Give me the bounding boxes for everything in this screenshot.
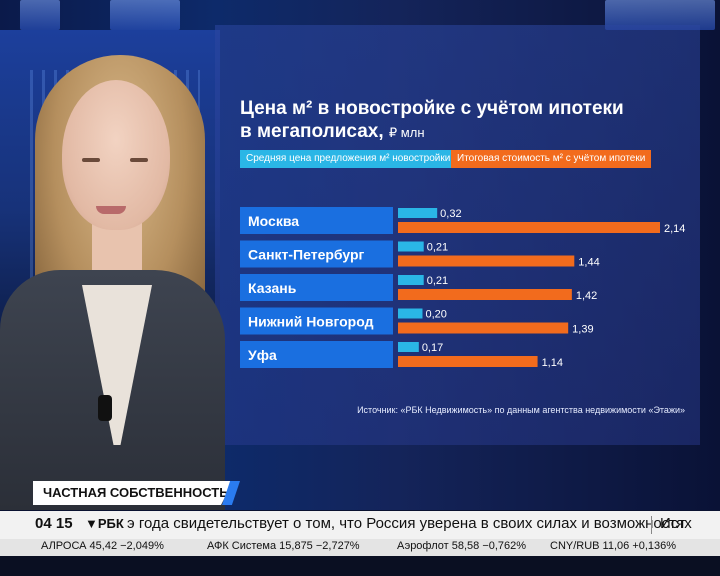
studio-light [110, 0, 180, 30]
news-ticker: 04 15 ▼РБК э года свидетельствует о том,… [0, 511, 720, 539]
data-label-total-cost: 1,14 [542, 357, 563, 369]
bar-total-cost [398, 255, 575, 267]
category-label: Нижний Новгород [248, 314, 374, 330]
channel-logo: ▼РБК [85, 516, 124, 531]
category-label-box [240, 207, 393, 234]
legend-entry-total-cost: Итоговая стоимость м² с учётом ипотеки [451, 150, 652, 168]
category-label-box [240, 274, 393, 301]
presenter-face [62, 80, 170, 230]
market-quotes: АЛРОСА 45,42 −2,049% АФК Система 15,875 … [0, 539, 720, 556]
lapel-microphone [98, 395, 112, 421]
category-label: Санкт-Петербург [248, 247, 365, 263]
bar-average-price [398, 208, 438, 218]
chart-panel [215, 25, 700, 445]
category-label-box [240, 240, 393, 268]
studio-light [20, 0, 60, 30]
bar-total-cost [398, 322, 569, 334]
chart-unit: ₽ млн [388, 125, 425, 140]
chart-title: Цена м² в новостройке с учётом ипотеки в… [240, 98, 624, 142]
quote-item: Аэрофлот 58,58 −0,762% [397, 540, 527, 552]
chart-source: Источник: «РБК Недвижимость» по данным а… [357, 405, 685, 415]
data-label-average-price: 0,20 [425, 309, 446, 321]
ticker-headline: э года свидетельствует о том, что Россия… [127, 515, 692, 532]
data-label-average-price: 0,21 [427, 242, 448, 254]
category-label: Казань [248, 280, 297, 296]
bar-average-price [398, 342, 419, 352]
data-label-average-price: 0,21 [427, 275, 448, 287]
bar-total-cost [398, 356, 538, 367]
legend-entry-average-price: Средняя цена предложения м² новостройки [240, 150, 457, 168]
bottom-bar [0, 556, 720, 576]
data-label-total-cost: 1,42 [576, 290, 597, 302]
data-label-total-cost: 1,44 [578, 257, 599, 269]
bar-average-price [398, 308, 423, 319]
quote-item: АЛРОСА 45,42 −2,049% [41, 540, 164, 552]
category-label-box [240, 307, 393, 335]
bar-total-cost [398, 222, 660, 233]
quote-item: АФК Система 15,875 −2,727% [207, 540, 360, 552]
data-label-average-price: 0,32 [440, 208, 461, 220]
bar-average-price [398, 275, 424, 285]
category-label-box [240, 341, 393, 368]
ticker-next-headline: Ист [660, 515, 686, 532]
section-tag: ЧАСТНАЯ СОБСТВЕННОСТЬ [33, 481, 233, 505]
data-label-total-cost: 1,39 [572, 324, 593, 336]
studio-background [0, 0, 720, 510]
data-label-average-price: 0,17 [422, 342, 443, 354]
ticker-time: 04 15 [35, 515, 73, 532]
data-label-total-cost: 2,14 [664, 223, 685, 235]
quote-item: CNY/RUB 11,06 +0,136% [550, 540, 677, 552]
category-label: Уфа [248, 347, 277, 363]
category-label: Москва [248, 213, 299, 229]
presenter-mouth [96, 206, 126, 214]
bar-total-cost [398, 289, 572, 300]
bar-average-price [398, 241, 424, 252]
